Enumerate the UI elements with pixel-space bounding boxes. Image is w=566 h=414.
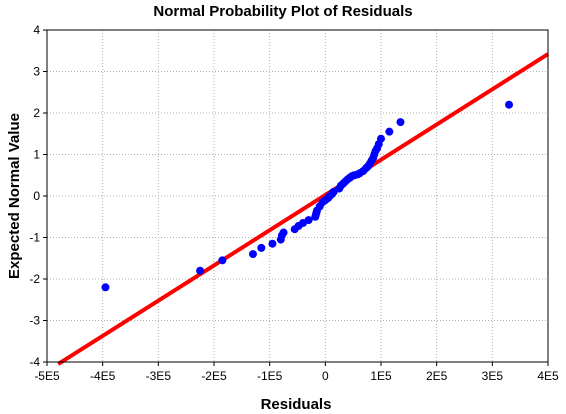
fit-line xyxy=(57,52,550,366)
x-tick-label: 4E5 xyxy=(537,369,559,383)
y-axis-label: Expected Normal Value xyxy=(6,113,23,279)
x-tick-label: -4E5 xyxy=(90,369,116,383)
data-point xyxy=(101,283,110,292)
data-point xyxy=(257,243,266,252)
y-tick-label: 1 xyxy=(33,148,40,162)
data-point xyxy=(218,256,227,265)
data-point xyxy=(196,266,205,275)
data-points xyxy=(101,100,514,292)
y-tick-label: 3 xyxy=(33,65,40,79)
x-tick-label: 3E5 xyxy=(482,369,504,383)
data-point xyxy=(268,239,277,248)
y-tick-label: 2 xyxy=(33,106,40,120)
data-point xyxy=(377,134,385,143)
y-tick-label: -4 xyxy=(29,355,40,369)
ticks: -5E5 -4E5 -3E5 -2E5 -1E5 0 1E5 2E5 3E5 4E5 4 3 2 1 0 -1… xyxy=(29,23,559,383)
data-point xyxy=(304,216,313,225)
data-point xyxy=(248,250,257,259)
fit-line-layer xyxy=(57,52,550,366)
x-tick-label: -2E5 xyxy=(201,369,227,383)
data-point xyxy=(279,228,288,237)
data-point xyxy=(505,100,514,109)
y-tick-label: 4 xyxy=(33,23,40,37)
data-point xyxy=(385,127,394,136)
y-tick-label: 0 xyxy=(33,189,40,203)
x-axis-label: Residuals xyxy=(261,396,332,413)
grid xyxy=(47,30,548,362)
y-tick-label: -2 xyxy=(29,272,40,286)
data-point xyxy=(396,118,405,127)
x-tick-label: 2E5 xyxy=(426,369,448,383)
x-tick-label: 1E5 xyxy=(370,369,392,383)
x-tick-label: -3E5 xyxy=(146,369,172,383)
x-tick-label: -5E5 xyxy=(34,369,60,383)
x-tick-label: 0 xyxy=(322,369,329,383)
y-tick-label: -3 xyxy=(29,314,40,328)
chart-title: Normal Probability Plot of Residuals xyxy=(153,3,412,20)
x-tick-label: -1E5 xyxy=(257,369,283,383)
y-tick-label: -1 xyxy=(29,231,40,245)
